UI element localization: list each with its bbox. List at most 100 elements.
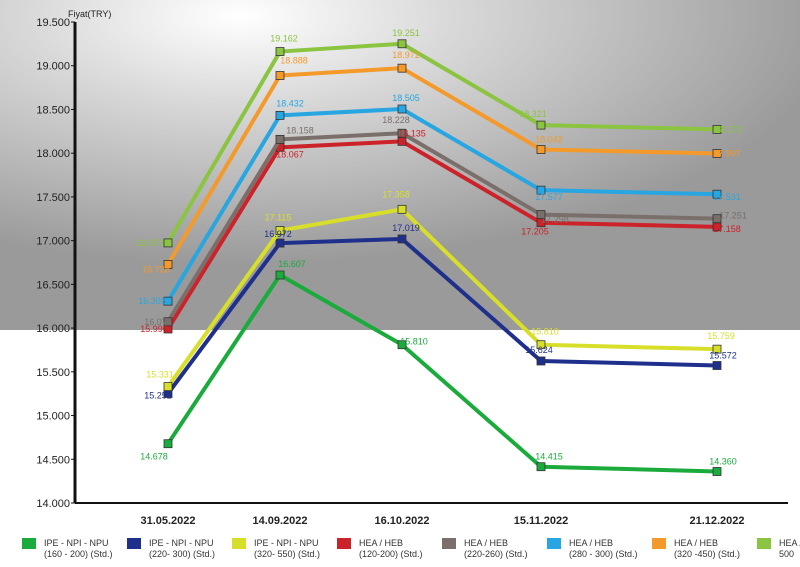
data-point-marker <box>536 462 546 472</box>
data-label: 17.019 <box>392 223 420 233</box>
legend-label: HEA / HEB <box>464 538 508 548</box>
legend-swatch <box>22 538 36 549</box>
data-label: 18.067 <box>276 149 304 159</box>
series-4 <box>163 136 722 334</box>
data-point-marker <box>712 189 722 199</box>
data-point-marker <box>163 296 173 306</box>
data-point-marker <box>275 134 285 144</box>
data-point-marker <box>275 47 285 56</box>
data-point-marker <box>163 317 173 327</box>
series-1 <box>163 270 722 476</box>
legend-swatch <box>442 538 456 549</box>
legend-item-2: IPE - NPI - NPU(220- 300) (Std.) <box>127 538 215 559</box>
legend-item-8: HEA / HEB500 <box>757 538 800 559</box>
data-label: 15.810 <box>531 327 559 337</box>
legend-label-sub: (220- 300) (Std.) <box>149 549 215 559</box>
legend-item-6: HEA / HEB(280 - 300) (Std.) <box>547 538 638 559</box>
data-label: 15.810 <box>400 337 428 347</box>
y-tick-label: 17.000 <box>36 236 70 248</box>
y-tick-label: 16.500 <box>36 279 70 291</box>
series-7 <box>163 63 722 269</box>
data-label: 19.162 <box>270 34 298 44</box>
data-point-marker <box>536 210 546 219</box>
data-label: 18.972 <box>392 50 420 60</box>
legend-swatch <box>337 538 351 549</box>
data-label: 17.997 <box>713 148 741 158</box>
data-point-marker <box>163 382 173 391</box>
data-point-marker <box>536 356 546 366</box>
data-label: 17.358 <box>382 189 410 199</box>
data-point-marker <box>397 63 407 73</box>
data-label: 17.205 <box>521 227 549 237</box>
data-label: 17.577 <box>535 192 563 202</box>
legend-swatch <box>652 538 666 549</box>
data-label: 17.251 <box>719 211 747 221</box>
legend-label: IPE - NPI - NPU <box>44 538 109 548</box>
data-point-marker <box>712 361 722 370</box>
y-tick-label: 18.000 <box>36 148 70 160</box>
y-tick-label: 15.500 <box>36 367 70 379</box>
data-label: 18.135 <box>398 128 426 138</box>
series-6 <box>163 104 722 306</box>
y-axis-label: Fiyat(TRY) <box>68 9 111 19</box>
data-label: 15.331 <box>146 370 174 380</box>
x-tick-label: 21.12.2022 <box>689 515 744 527</box>
data-label: 17.298 <box>541 215 569 225</box>
data-label: 16.972 <box>264 229 292 239</box>
background-gradient <box>0 0 800 330</box>
data-label: 15.624 <box>525 345 553 355</box>
data-label: 18.158 <box>286 125 314 135</box>
legend-label: IPE - NPI - NPU <box>149 538 214 548</box>
data-point-marker <box>712 467 722 476</box>
data-label: 18.272 <box>715 124 743 134</box>
data-point-marker <box>536 340 546 350</box>
data-point-marker <box>536 120 546 130</box>
data-point-marker <box>712 344 722 354</box>
data-point-marker <box>397 204 407 214</box>
legend-item-1: IPE - NPI - NPU(160 - 200) (Std.) <box>22 538 113 559</box>
x-tick-label: 14.09.2022 <box>252 515 307 527</box>
legend-label: HEA / HEB <box>674 538 718 548</box>
legend-item-4: HEA / HEB(120-200) (Std.) <box>337 538 423 559</box>
legend-swatch <box>547 538 561 549</box>
y-tick-label: 19.000 <box>36 61 70 73</box>
legend-label-sub: (280 - 300) (Std.) <box>569 549 638 559</box>
data-point-marker <box>712 214 722 224</box>
x-tick-label: 31.05.2022 <box>140 515 195 527</box>
data-point-marker <box>275 238 285 248</box>
data-point-marker <box>397 340 407 350</box>
background-lower <box>0 330 800 567</box>
legend-label-sub: (220-260) (Std.) <box>464 549 528 559</box>
data-label: 18.321 <box>519 109 547 119</box>
data-label: 16.974 <box>136 238 164 248</box>
data-label: 14.415 <box>535 452 563 462</box>
data-point-marker <box>275 111 285 120</box>
data-label: 15.572 <box>709 351 737 361</box>
legend-item-3: IPE - NPI - NPU(320- 550) (Std.) <box>232 538 320 559</box>
data-point-marker <box>163 260 173 269</box>
data-label: 15.990 <box>140 324 168 334</box>
legend-swatch <box>757 538 771 549</box>
series-2 <box>163 234 722 398</box>
data-label: 15.252 <box>144 391 172 401</box>
data-point-marker <box>397 128 407 138</box>
data-point-marker <box>397 104 407 114</box>
legend-item-7: HEA / HEB(320 -450) (Std.) <box>652 538 740 559</box>
legend-label: IPE - NPI - NPU <box>254 538 319 548</box>
data-label: 16.728 <box>142 264 170 274</box>
data-point-marker <box>397 234 407 244</box>
y-tick-label: 18.500 <box>36 104 70 116</box>
y-tick-label: 14.500 <box>36 454 70 466</box>
data-point-marker <box>712 149 722 158</box>
data-label: 17.158 <box>713 224 741 234</box>
data-label: 19.251 <box>392 28 420 38</box>
legend-label: HEA / HEB <box>359 538 403 548</box>
data-point-marker <box>397 136 407 146</box>
legend-label-sub: (160 - 200) (Std.) <box>44 549 113 559</box>
legend-label-sub: 500 <box>779 549 794 559</box>
data-point-marker <box>397 39 407 49</box>
data-point-marker <box>536 145 546 154</box>
data-point-marker <box>275 270 285 280</box>
